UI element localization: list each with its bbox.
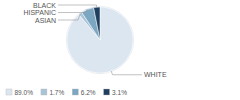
leader-line [111, 71, 142, 75]
slice-label: ASIAN [35, 17, 56, 24]
pie [67, 7, 133, 73]
legend-swatch [104, 89, 110, 95]
leader-line [58, 5, 97, 7]
labels: BLACKHISPANICASIAN WHITE [23, 2, 166, 79]
legend-label: 6.2% [81, 89, 96, 96]
pie-outline [67, 7, 134, 74]
slice-label: BLACK [33, 2, 56, 9]
slice-label: HISPANIC [23, 9, 56, 16]
legend: 89.0% 1.7% 6.2% 3.1% [6, 89, 127, 96]
legend-swatch [41, 89, 47, 95]
legend-swatch [72, 89, 78, 95]
pie-slice [94, 7, 100, 40]
pie-slice [67, 7, 133, 73]
leader-line [58, 9, 87, 12]
legend-swatch [6, 89, 12, 95]
slice-label: WHITE [144, 71, 167, 78]
chart: BLACKHISPANICASIAN WHITE 89.0% 1.7% 6.2% 3.1% [0, 0, 240, 100]
leader-line [58, 13, 80, 20]
legend-label: 1.7% [49, 89, 64, 96]
legend-label: 89.0% [15, 89, 34, 96]
legend-label: 3.1% [112, 89, 127, 96]
